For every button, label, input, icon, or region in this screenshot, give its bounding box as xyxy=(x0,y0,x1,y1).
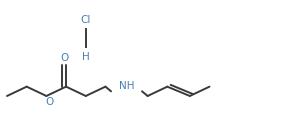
Text: O: O xyxy=(60,53,68,63)
Text: Cl: Cl xyxy=(81,15,91,25)
Text: H: H xyxy=(82,52,90,62)
Text: O: O xyxy=(45,97,53,107)
Text: NH: NH xyxy=(119,81,134,91)
